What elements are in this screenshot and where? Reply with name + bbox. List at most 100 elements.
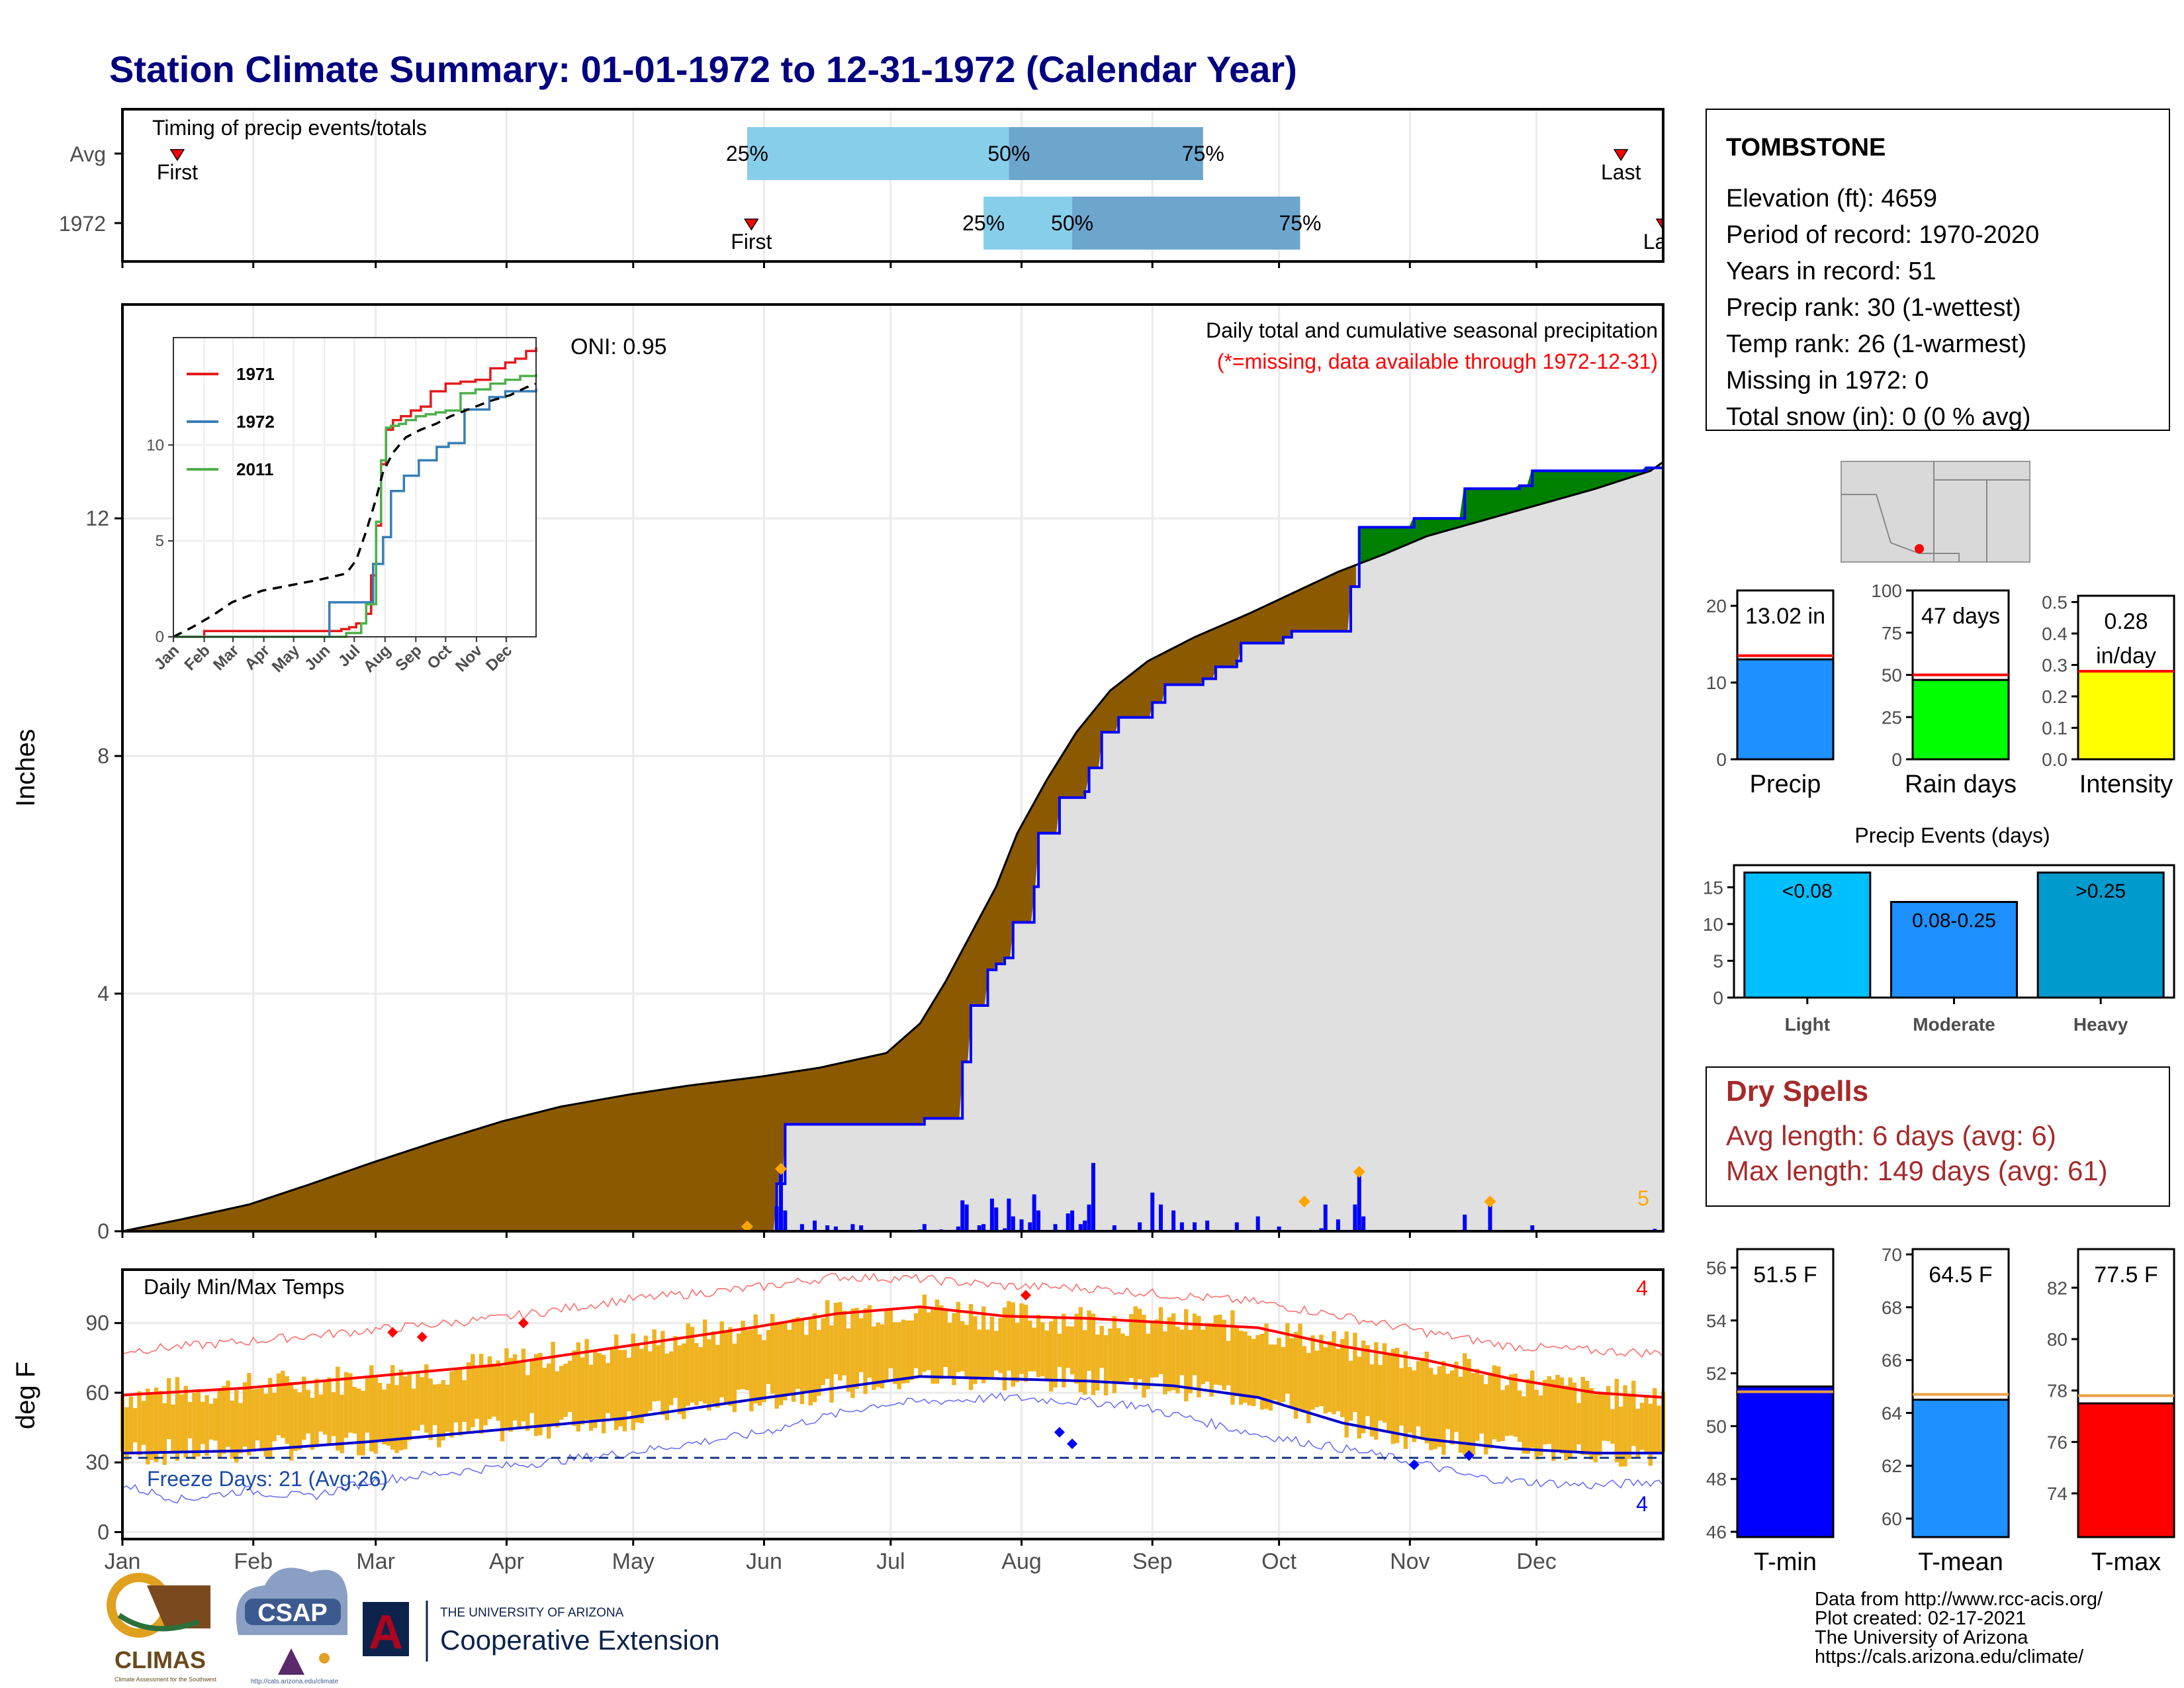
temp-avg-max-line: [122, 1305, 1664, 1399]
temp-daily-bar: [1175, 1327, 1180, 1393]
temp-daily-bar: [285, 1376, 289, 1444]
temp-daily-bar: [757, 1334, 762, 1406]
csap-logo-subtext: http://cals.arizona.edu/climate: [251, 1678, 339, 1685]
events-category-label: Light: [1785, 1014, 1830, 1035]
temp-daily-bar: [1555, 1374, 1560, 1451]
precip-daily-bar: [1530, 1225, 1535, 1231]
precip-daily-bar: [1488, 1204, 1492, 1231]
temp-daily-bar: [1463, 1353, 1467, 1456]
temp-daily-bar: [162, 1403, 167, 1465]
timing-row-avg: Avg: [69, 142, 106, 166]
temp-daily-bar: [555, 1371, 560, 1428]
temp-daily-bar: [901, 1319, 906, 1384]
temp-daily-bar: [183, 1385, 188, 1458]
temp-daily-bar: [1424, 1351, 1430, 1444]
precip-daily-bar: [1255, 1216, 1260, 1231]
temp-daily-bar: [483, 1366, 488, 1426]
temp-daily-bar: [487, 1356, 492, 1419]
precip-y-tick-label: 0: [97, 1219, 109, 1243]
station-location-marker: [1915, 544, 1924, 553]
temp-daily-bar: [812, 1313, 817, 1403]
precip-extreme-marker: [1353, 1166, 1365, 1178]
footer-line-1: Data from http://www.rcc-acis.org/: [1815, 1589, 2103, 1610]
temp-daily-bar: [1323, 1347, 1328, 1414]
precip-events-title: Precip Events (days): [1854, 823, 2050, 847]
temp-daily-bar: [411, 1388, 416, 1430]
station-line-5: Temp rank: 26 (1-warmest): [1726, 330, 2026, 358]
temp-daily-bar: [1116, 1328, 1121, 1383]
precip-daily-bar: [1138, 1222, 1142, 1231]
tmean-x-label: T-mean: [1918, 1548, 2003, 1576]
temp-daily-bar: [867, 1305, 872, 1378]
temp-daily-bar: [1028, 1320, 1032, 1372]
temp-daily-bar: [1648, 1403, 1653, 1466]
precip-daily-bar: [1070, 1210, 1075, 1231]
temp-daily-bar: [1218, 1315, 1222, 1385]
temp-daily-bar: [631, 1333, 635, 1430]
temp-daily-bar: [1259, 1333, 1265, 1410]
tmin-value-label: 51.5 F: [1753, 1262, 1817, 1288]
precip-extreme-marker: [1298, 1196, 1310, 1208]
temp-daily-bar: [753, 1314, 758, 1404]
temp-x-tick-label: Jan: [105, 1549, 141, 1574]
temp-daily-bar: [808, 1319, 813, 1406]
temp-daily-bar: [230, 1400, 235, 1459]
station-line-3: Years in record: 51: [1726, 258, 1936, 285]
inset-series-line: [173, 388, 537, 638]
temp-daily-bar: [458, 1367, 463, 1436]
temp-daily-bar: [128, 1396, 133, 1453]
events-bar-label: >0.25: [2075, 880, 2126, 902]
timing-last-label: Last: [1601, 160, 1641, 184]
temp-daily-bar: [255, 1389, 260, 1441]
temp-daily-bar: [158, 1391, 163, 1453]
events-y-tick-label: 0: [1713, 988, 1723, 1008]
events-bar-light: [1743, 871, 1872, 999]
precip-extreme-marker: [1484, 1196, 1496, 1208]
temp-daily-bar: [1314, 1350, 1320, 1407]
temp-daily-bar: [1378, 1364, 1383, 1421]
temp-daily-bar: [1129, 1314, 1134, 1378]
temp-daily-bar: [1483, 1383, 1488, 1455]
temp-daily-bar: [952, 1313, 956, 1385]
temp-daily-bar: [1150, 1321, 1155, 1378]
temp-daily-bar: [187, 1401, 193, 1438]
temp-daily-bar: [858, 1318, 864, 1372]
temp-daily-bar: [1268, 1344, 1273, 1411]
total-precip-value-label: 13.02 in: [1745, 604, 1825, 629]
station-line-2: Period of record: 1970-2020: [1726, 221, 2039, 249]
temp-daily-bar: [441, 1380, 445, 1440]
temp-daily-bar: [618, 1350, 623, 1427]
temp-daily-bar: [664, 1353, 669, 1421]
inset-series-line: [173, 347, 537, 638]
events-bar-moderate: [1890, 901, 2018, 999]
dry-spells-box: Dry Spells Avg length: 6 days (avg: 6) M…: [1706, 1066, 2170, 1207]
inset-series-line: [173, 374, 537, 638]
precip-daily-bar: [956, 1226, 960, 1231]
temp-daily-bar: [787, 1329, 792, 1394]
temp-daily-bar: [398, 1370, 404, 1450]
temp-daily-bar: [968, 1303, 974, 1390]
precip-daily-bar: [1083, 1220, 1087, 1231]
temp-record-high-marker: [518, 1317, 529, 1329]
temp-daily-bar: [601, 1354, 606, 1434]
timing-last-marker: [1613, 149, 1629, 162]
temp-x-tick-label: Aug: [1001, 1549, 1042, 1574]
precip-daily-bar: [960, 1200, 965, 1231]
temp-daily-bar: [1475, 1368, 1480, 1441]
timing-quantile-label: 75%: [1182, 142, 1224, 165]
temp-daily-bar: [1048, 1321, 1054, 1392]
temp-plot: 0 30 60 90 Jan Feb Mar Apr May Jun Jul Aug Sep Oct Nov…: [85, 1268, 1666, 1574]
precip-daily-bar: [799, 1224, 804, 1231]
temp-x-tick-label: Oct: [1261, 1549, 1297, 1574]
temp-daily-bar: [234, 1390, 239, 1463]
precip-daily-bar: [1078, 1224, 1083, 1231]
precip-title: Daily total and cumulative seasonal prec…: [1206, 318, 1658, 342]
temp-daily-bar: [643, 1335, 649, 1416]
temp-y-tick-label: 60: [85, 1381, 109, 1405]
temp-daily-bar: [226, 1380, 230, 1447]
temp-daily-bar: [931, 1309, 935, 1384]
footer-notes: Data from http://www.rcc-acis.org/ Plot …: [1815, 1589, 2103, 1667]
temp-daily-bar: [407, 1374, 412, 1440]
temp-panel: 0 30 60 90 Jan Feb Mar Apr May Jun Jul Aug Sep Oct Nov…: [11, 1268, 1666, 1574]
